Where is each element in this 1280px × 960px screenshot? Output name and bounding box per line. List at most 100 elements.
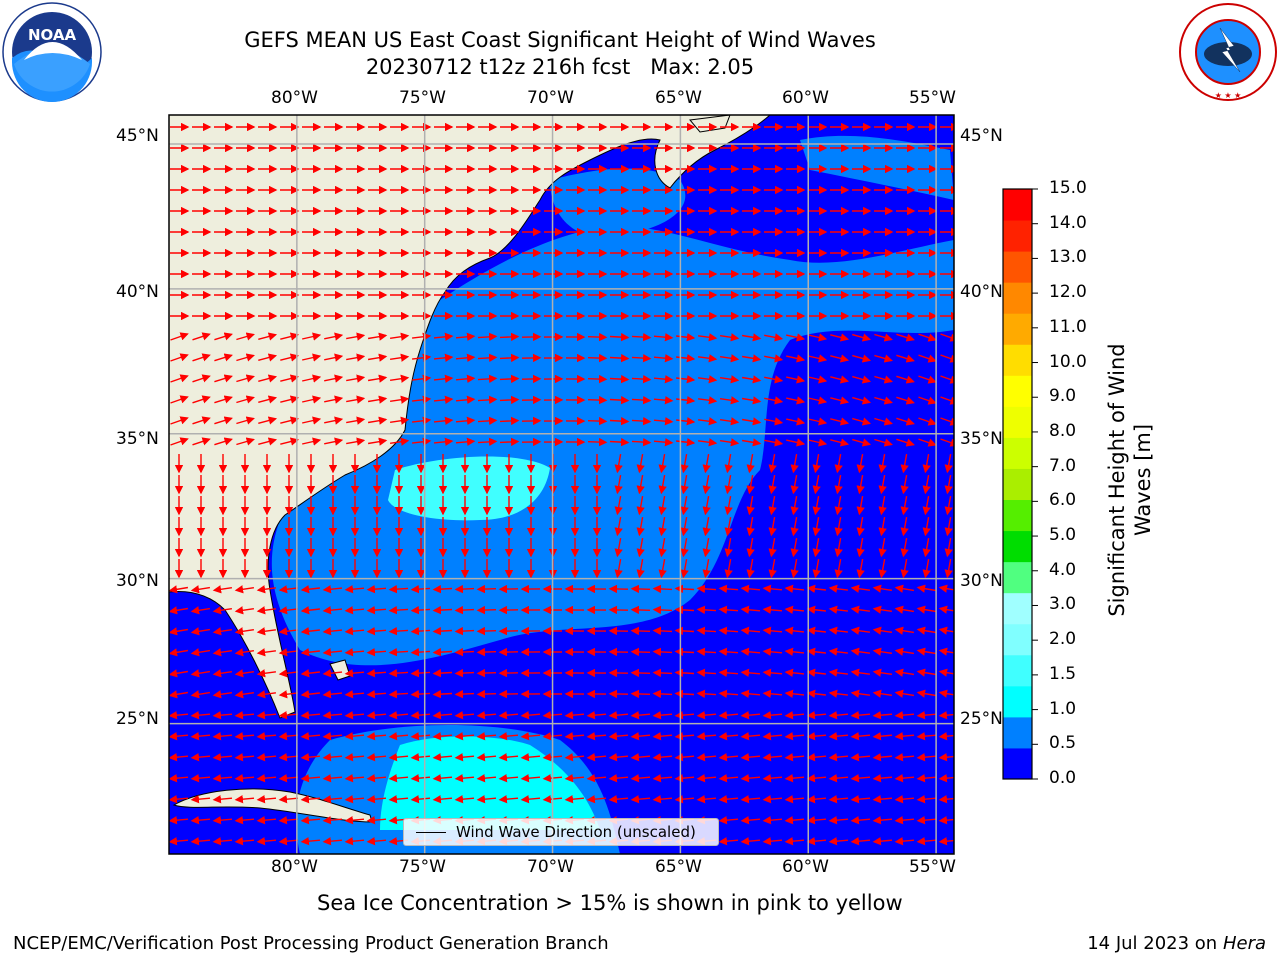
- wind-wave-arrow: [852, 396, 872, 405]
- wind-wave-arrow: [702, 516, 711, 537]
- wind-wave-arrow: [278, 669, 298, 678]
- wind-wave-arrow: [768, 537, 777, 558]
- wind-wave-arrow: [719, 417, 740, 426]
- wind-wave-arrow: [388, 584, 409, 594]
- wind-wave-arrow: [170, 437, 189, 446]
- wind-wave-arrow: [918, 354, 937, 363]
- wind-wave-arrow: [724, 516, 733, 537]
- lat-label-left: 35°N: [116, 429, 159, 449]
- wind-wave-arrow: [234, 585, 255, 594]
- wind-wave-arrow: [258, 353, 278, 362]
- wind-wave-arrow: [614, 474, 623, 495]
- wind-wave-arrow: [192, 353, 211, 362]
- wind-wave-arrow: [300, 815, 321, 825]
- wind-wave-arrow: [894, 773, 915, 783]
- wind-wave-arrow: [630, 773, 651, 783]
- wind-wave-arrow: [366, 710, 387, 720]
- wind-wave-arrow: [412, 437, 432, 446]
- wind-wave-arrow: [652, 752, 673, 762]
- wind-wave-arrow: [234, 731, 255, 741]
- colorbar-tick-label: 8.0: [1049, 420, 1077, 441]
- wind-wave-arrow: [872, 668, 893, 677]
- wind-wave-arrow: [455, 395, 476, 405]
- wind-wave-arrow: [476, 668, 497, 678]
- wind-wave-arrow: [878, 537, 887, 558]
- wind-wave-arrow: [900, 495, 909, 516]
- wind-wave-arrow: [806, 668, 826, 677]
- wind-wave-arrow: [455, 353, 476, 363]
- wind-wave-arrow: [324, 353, 344, 362]
- wind-wave-arrow: [609, 374, 630, 384]
- wind-wave-arrow: [256, 773, 277, 783]
- wind-wave-arrow: [676, 417, 696, 426]
- lat-label-right: 35°N: [960, 429, 1003, 449]
- wind-wave-arrow: [280, 416, 300, 425]
- wind-wave-arrow: [587, 332, 608, 342]
- wind-wave-arrow: [344, 773, 365, 783]
- legend-line-swatch: [416, 831, 446, 833]
- wind-wave-arrow: [676, 438, 696, 447]
- wind-wave-arrow: [324, 416, 344, 425]
- wind-wave-arrow: [894, 836, 915, 846]
- wind-wave-arrow: [916, 815, 937, 825]
- wind-wave-arrow: [746, 516, 755, 537]
- wind-wave-arrow: [762, 794, 783, 804]
- date-stamp: 14 Jul 2023 on Hera: [1087, 933, 1266, 954]
- wind-wave-arrow: [236, 353, 255, 362]
- wind-wave-arrow: [828, 626, 848, 635]
- wind-wave-arrow: [212, 773, 233, 783]
- colorbar-tick-label: 12.0: [1049, 282, 1087, 303]
- wind-wave-arrow: [236, 416, 255, 425]
- wind-wave-arrow: [674, 584, 695, 594]
- wind-wave-arrow: [454, 773, 475, 783]
- wind-wave-arrow: [498, 710, 519, 720]
- wind-wave-arrow: [614, 516, 623, 537]
- wind-wave-arrow: [433, 353, 454, 362]
- wind-wave-arrow: [676, 396, 696, 405]
- wind-wave-arrow: [786, 375, 806, 384]
- wind-wave-arrow: [234, 690, 255, 699]
- wind-wave-arrow: [768, 474, 777, 495]
- wind-wave-arrow: [344, 584, 365, 594]
- wind-wave-arrow: [476, 794, 497, 804]
- wind-wave-arrow: [302, 374, 322, 383]
- wind-wave-arrow: [718, 794, 739, 804]
- wind-wave-arrow: [278, 836, 299, 846]
- wind-wave-arrow: [169, 836, 189, 846]
- wind-wave-arrow: [236, 437, 255, 446]
- wind-wave-arrow: [520, 794, 541, 804]
- wind-wave-arrow: [916, 752, 937, 762]
- wind-wave-arrow: [280, 395, 300, 404]
- wind-wave-arrow: [674, 605, 695, 615]
- wind-wave-arrow: [696, 689, 717, 699]
- wind-wave-arrow: [940, 375, 954, 384]
- wind-wave-arrow: [190, 690, 211, 699]
- wind-wave-arrow: [630, 605, 651, 615]
- wind-wave-arrow: [636, 453, 645, 474]
- wind-wave-arrow: [454, 731, 475, 741]
- wind-wave-arrow: [344, 668, 365, 678]
- wind-wave-arrow: [477, 332, 498, 342]
- wind-wave-arrow: [874, 333, 893, 342]
- wind-wave-arrow: [702, 453, 711, 474]
- wind-wave-arrow: [741, 375, 762, 384]
- wind-wave-arrow: [300, 731, 321, 741]
- wind-wave-arrow: [454, 752, 475, 762]
- wind-wave-arrow: [918, 417, 937, 426]
- wind-wave-arrow: [746, 453, 755, 474]
- wind-wave-arrow: [455, 374, 476, 384]
- wind-wave-arrow: [696, 605, 717, 615]
- lat-label-left: 30°N: [116, 571, 159, 591]
- wind-wave-arrow: [630, 647, 651, 657]
- wind-wave-arrow: [499, 374, 520, 384]
- wind-wave-arrow: [498, 794, 519, 804]
- colorbar-tick-label: 0.0: [1049, 768, 1077, 788]
- wind-wave-arrow: [608, 731, 629, 741]
- wind-wave-arrow: [280, 374, 300, 383]
- wind-wave-arrow: [808, 417, 828, 426]
- wind-wave-arrow: [631, 416, 652, 426]
- map-legend: Wind Wave Direction (unscaled): [403, 818, 719, 846]
- wind-wave-arrow: [784, 836, 805, 846]
- wind-wave-arrow: [938, 836, 954, 846]
- wind-wave-arrow: [476, 752, 497, 762]
